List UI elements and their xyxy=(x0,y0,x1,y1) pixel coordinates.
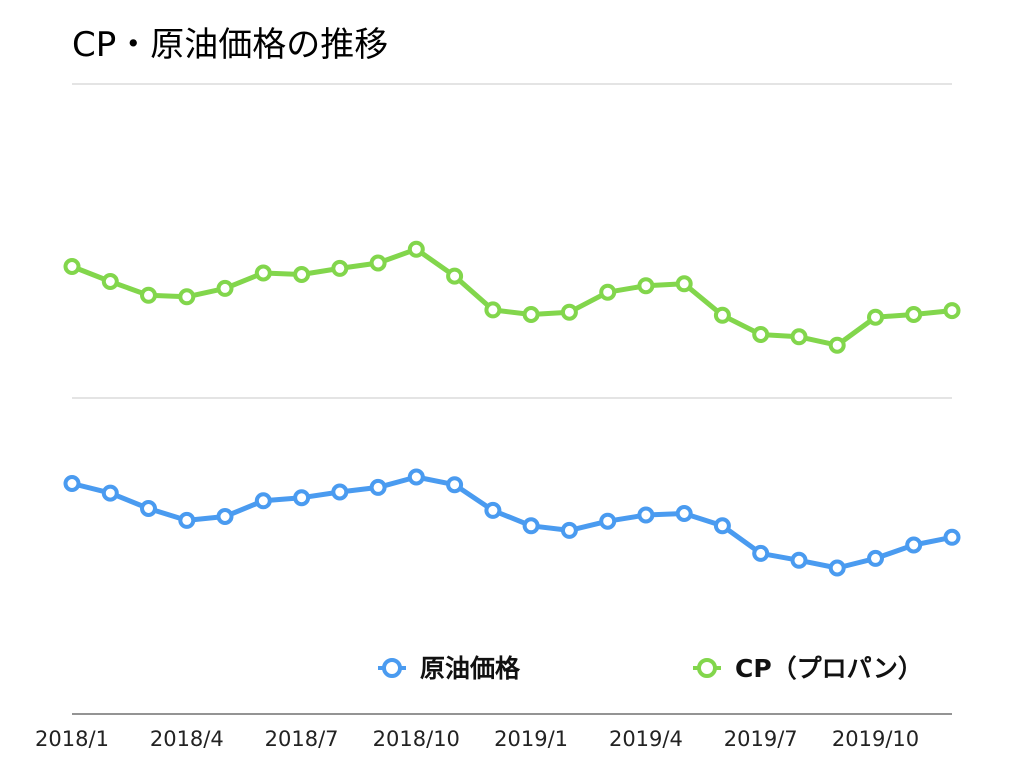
x-tick-label: 2019/1 xyxy=(494,727,568,751)
data-point xyxy=(484,301,502,319)
legend-swatch-marker xyxy=(382,658,402,678)
data-point xyxy=(407,468,425,486)
x-tick-label: 2019/7 xyxy=(724,727,798,751)
series-1 xyxy=(63,468,961,577)
data-point xyxy=(867,549,884,567)
data-point xyxy=(560,521,578,539)
data-point xyxy=(867,308,884,326)
data-point xyxy=(293,489,311,507)
data-point xyxy=(713,306,731,324)
legend-item-2: CP（プロパン） xyxy=(693,654,923,683)
data-point xyxy=(713,517,731,535)
data-point xyxy=(369,478,387,496)
series-2 xyxy=(63,240,961,354)
data-point xyxy=(943,302,961,320)
data-point xyxy=(446,476,464,494)
legend-item-1: 原油価格 xyxy=(378,654,521,683)
data-point xyxy=(178,511,196,529)
x-tick-label: 2018/10 xyxy=(373,727,460,751)
data-point xyxy=(637,506,655,524)
data-point xyxy=(101,273,119,290)
data-point xyxy=(560,303,578,321)
data-point xyxy=(407,240,425,258)
legend-swatch-marker xyxy=(697,658,717,678)
data-point xyxy=(790,551,808,569)
data-point xyxy=(905,306,923,323)
data-point xyxy=(522,306,540,323)
legend-label: 原油価格 xyxy=(420,654,521,683)
legend-label: CP（プロパン） xyxy=(735,654,923,683)
series-line-1 xyxy=(69,474,955,571)
data-point xyxy=(331,259,349,277)
data-point xyxy=(369,254,387,272)
legend: 原油価格 CP（プロパン） xyxy=(378,654,923,683)
data-point xyxy=(599,283,617,301)
data-point xyxy=(752,326,770,343)
data-point xyxy=(140,500,157,517)
data-point xyxy=(484,501,502,519)
data-point xyxy=(101,484,119,502)
data-point xyxy=(293,266,311,283)
x-tick-label: 2019/10 xyxy=(832,727,919,751)
data-point xyxy=(599,512,617,530)
data-point xyxy=(140,286,157,304)
data-point xyxy=(752,544,770,562)
data-point xyxy=(254,492,272,510)
chart-title: CP・原油価格の推移 xyxy=(72,25,388,65)
data-point xyxy=(331,483,349,501)
series-line-2 xyxy=(69,246,955,348)
data-point xyxy=(254,264,272,282)
data-point xyxy=(943,528,961,546)
data-point xyxy=(905,536,923,554)
data-point xyxy=(216,508,234,525)
data-point xyxy=(63,258,81,275)
grid-layer xyxy=(72,83,952,399)
data-point xyxy=(675,505,693,522)
data-point xyxy=(216,279,234,297)
data-point xyxy=(522,517,540,535)
x-tick-label: 2018/4 xyxy=(150,727,224,751)
data-point xyxy=(790,328,808,346)
data-point xyxy=(637,277,655,295)
x-tick-label: 2018/1 xyxy=(35,727,109,751)
data-point xyxy=(828,559,846,577)
x-axis: 2018/1 2018/4 2018/7 2018/10 2019/1 2019/4 201… xyxy=(35,713,952,751)
data-point xyxy=(63,475,81,492)
data-point xyxy=(828,336,846,354)
series-layer xyxy=(63,240,961,577)
data-point xyxy=(178,288,196,306)
data-point xyxy=(446,267,464,285)
data-point xyxy=(675,275,693,293)
x-tick-label: 2018/7 xyxy=(265,727,339,751)
x-tick-label: 2019/4 xyxy=(609,727,683,751)
